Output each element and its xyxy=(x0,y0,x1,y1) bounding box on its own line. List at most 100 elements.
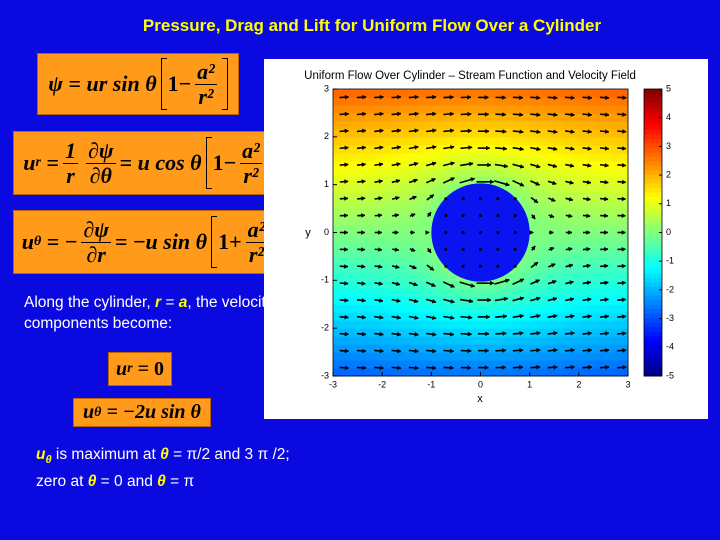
field-cell xyxy=(611,192,621,202)
field-cell xyxy=(529,120,539,130)
arrow-head xyxy=(621,280,627,286)
field-cell xyxy=(488,144,498,154)
field-cell xyxy=(611,288,621,297)
field-cell xyxy=(414,240,424,249)
field-cell xyxy=(439,272,449,281)
arrow-head xyxy=(570,146,575,151)
field-cell xyxy=(554,344,563,353)
field-cell xyxy=(578,128,588,138)
field-cell xyxy=(439,120,449,130)
field-cell xyxy=(472,136,481,146)
arrow-head xyxy=(586,246,591,252)
colorbar-cell xyxy=(644,358,662,364)
field-cell xyxy=(587,160,596,170)
field-cell xyxy=(431,128,441,138)
arrow-head xyxy=(622,112,627,117)
field-cell xyxy=(373,288,383,297)
field-cell xyxy=(382,160,391,170)
arrow-head xyxy=(604,297,610,303)
field-cell xyxy=(398,264,408,273)
arrow-head xyxy=(361,213,366,218)
field-cell xyxy=(373,256,383,265)
field-cell xyxy=(455,89,465,98)
field-cell xyxy=(333,336,342,345)
field-cell xyxy=(406,184,416,194)
colorbar-tick-label: -3 xyxy=(666,313,674,323)
field-cell xyxy=(423,152,432,162)
field-cell xyxy=(537,96,547,106)
colorbar-cell xyxy=(644,133,662,139)
field-cell xyxy=(554,288,563,297)
arrow-head xyxy=(362,365,367,371)
field-cell xyxy=(455,112,465,122)
velocity-dot xyxy=(496,247,500,251)
colorbar-cell xyxy=(644,349,662,355)
field-cell xyxy=(537,224,547,233)
field-cell xyxy=(365,160,375,170)
field-cell xyxy=(529,256,539,265)
field-cell xyxy=(349,160,359,170)
field-cell xyxy=(333,256,342,265)
field-cell xyxy=(431,120,441,130)
field-cell xyxy=(349,256,359,265)
field-cell xyxy=(611,336,621,345)
field-cell xyxy=(365,272,375,281)
field-cell xyxy=(414,320,424,329)
arrow-head xyxy=(397,365,402,371)
arrow-head xyxy=(604,230,609,235)
field-cell xyxy=(587,128,596,138)
field-cell xyxy=(414,104,424,114)
field-cell xyxy=(431,160,441,170)
field-cell xyxy=(546,264,555,273)
arrow-head xyxy=(449,94,455,100)
field-cell xyxy=(595,312,604,321)
colorbar-cell xyxy=(644,142,662,148)
field-cell xyxy=(349,89,359,98)
field-cell xyxy=(423,176,432,186)
field-cell xyxy=(603,288,613,297)
field-cell xyxy=(464,96,473,106)
arrow-head xyxy=(379,331,384,337)
field-cell xyxy=(333,192,342,202)
field-cell xyxy=(365,128,375,138)
field-cell xyxy=(423,184,432,194)
field-cell xyxy=(587,248,596,257)
arrow-head xyxy=(397,94,402,100)
field-cell xyxy=(398,344,408,353)
field-cell xyxy=(546,352,555,361)
field-cell xyxy=(578,320,588,329)
field-cell xyxy=(341,264,350,273)
field-cell xyxy=(447,112,457,122)
field-cell xyxy=(587,112,596,122)
field-cell xyxy=(365,168,375,178)
field-cell xyxy=(382,168,391,178)
field-cell xyxy=(570,272,580,281)
field-cell xyxy=(365,336,375,345)
arrow-head xyxy=(378,264,383,269)
field-cell xyxy=(546,224,555,233)
field-cell xyxy=(455,344,465,353)
field-cell xyxy=(406,208,416,218)
field-cell xyxy=(341,136,350,146)
arrow-head xyxy=(467,348,472,354)
field-cell xyxy=(488,304,498,313)
colorbar-cell xyxy=(644,196,662,202)
eq-text: = xyxy=(119,150,133,175)
field-cell xyxy=(341,304,350,313)
field-cell xyxy=(414,89,424,98)
field-cell xyxy=(578,288,588,297)
field-cell xyxy=(455,176,465,186)
field-cell xyxy=(390,352,400,361)
arrow-head xyxy=(361,162,367,167)
field-cell xyxy=(431,89,441,98)
field-cell xyxy=(505,144,514,154)
field-cell xyxy=(464,352,473,361)
field-cell xyxy=(373,152,383,162)
field-cell xyxy=(447,288,457,297)
velocity-dot xyxy=(461,247,465,251)
field-cell xyxy=(529,320,539,329)
colorbar-cell xyxy=(644,102,662,108)
colorbar-cell xyxy=(644,115,662,121)
field-cell xyxy=(619,184,629,194)
field-cell xyxy=(447,352,457,361)
